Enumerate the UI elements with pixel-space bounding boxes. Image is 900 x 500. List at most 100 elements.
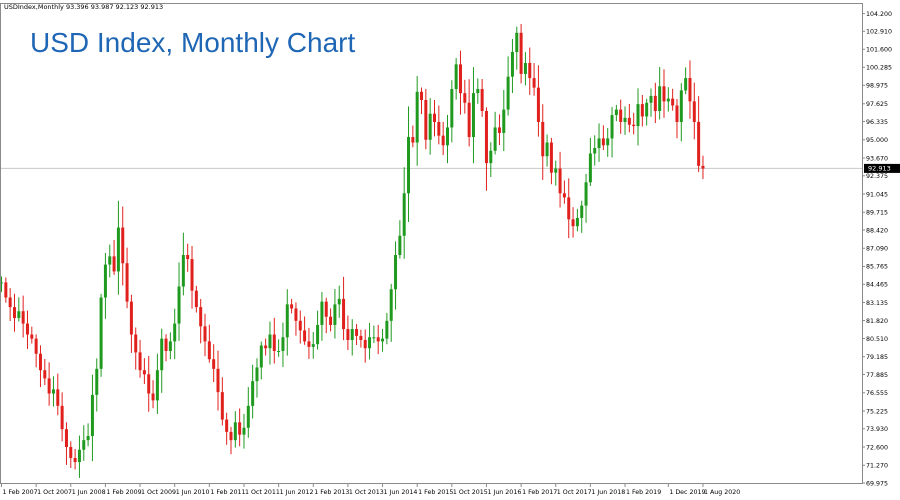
candle — [285, 289, 289, 356]
candle-body — [558, 168, 562, 194]
candle — [95, 358, 99, 412]
x-tick-label: 1 Feb 2011 — [210, 489, 245, 496]
candle — [675, 98, 679, 139]
candle-body — [73, 457, 77, 463]
candle-body — [134, 334, 138, 353]
candle-body — [324, 301, 328, 317]
candle — [324, 297, 328, 334]
candle — [363, 329, 367, 363]
candle — [350, 319, 354, 356]
candle-body — [233, 422, 237, 441]
candle-body — [121, 227, 125, 264]
candle — [502, 89, 506, 152]
x-tick-label: 1 Feb 2015 — [418, 489, 453, 496]
candle — [679, 83, 683, 142]
candle — [489, 142, 493, 177]
candle — [264, 338, 268, 356]
candle-body — [588, 153, 592, 183]
candle — [203, 313, 207, 357]
candle-body — [242, 427, 246, 435]
candle — [623, 106, 627, 135]
candle — [60, 392, 64, 442]
candle — [199, 298, 203, 344]
candle — [103, 252, 107, 319]
candle — [290, 298, 294, 314]
candle — [541, 104, 545, 180]
candle-body — [454, 64, 458, 90]
candle — [493, 111, 497, 155]
candle — [337, 285, 341, 318]
candle — [0, 276, 3, 293]
candle — [471, 67, 475, 164]
candle-body — [363, 340, 367, 349]
candle — [246, 387, 250, 438]
candle — [606, 127, 610, 157]
candle-body — [259, 345, 263, 368]
x-tick-label: 1 Jun 2018 — [591, 489, 625, 496]
candle-body — [463, 93, 467, 103]
candle — [8, 288, 12, 322]
candle-body — [281, 337, 285, 351]
candle-body — [502, 109, 506, 133]
candle — [151, 380, 155, 409]
x-tick-label: 1 Jun 2016 — [487, 489, 521, 496]
candle-body — [125, 263, 129, 302]
candle — [129, 294, 133, 353]
candle-body — [484, 110, 488, 164]
candle — [597, 123, 601, 162]
candle-body — [60, 405, 64, 430]
candle — [34, 334, 38, 368]
candle — [116, 200, 120, 295]
x-tick-label: 1 Oct 2017 — [557, 489, 592, 496]
candle-body — [623, 117, 627, 122]
candle-body — [342, 298, 346, 330]
candle-body — [268, 334, 272, 349]
candle — [688, 60, 692, 119]
candle — [220, 377, 224, 426]
candle-body — [437, 121, 441, 136]
candle-body — [203, 326, 207, 342]
candle — [580, 200, 584, 233]
candle — [463, 79, 467, 114]
candle — [307, 327, 311, 359]
candle-body — [164, 338, 168, 351]
candle-body — [532, 78, 536, 88]
candle-body — [424, 100, 428, 140]
candle — [536, 65, 540, 137]
candle — [233, 411, 237, 448]
candle-body — [636, 104, 640, 127]
y-tick-label: 79.185 — [866, 354, 888, 361]
candle — [272, 317, 276, 364]
candle-body — [264, 345, 268, 349]
candle — [523, 52, 527, 86]
candle — [545, 134, 549, 167]
y-tick-label: 76.555 — [866, 390, 888, 397]
candle-body — [458, 64, 462, 94]
x-tick-label: 1 Feb 2009 — [106, 489, 141, 496]
candle — [506, 56, 510, 116]
candle-body — [584, 182, 588, 206]
candle-body — [692, 101, 696, 122]
y-tick-label: 91.045 — [866, 191, 888, 198]
candle — [497, 114, 501, 145]
candle — [398, 220, 402, 259]
candle — [108, 244, 112, 278]
candle — [640, 94, 644, 127]
candle — [186, 243, 190, 272]
candle-body — [173, 323, 177, 342]
candle — [627, 103, 631, 133]
candle-body — [506, 76, 510, 110]
candle-body — [294, 308, 298, 321]
candle-body — [190, 259, 194, 291]
candle — [277, 339, 281, 357]
y-tick-label: 98.975 — [866, 83, 888, 90]
candle-body — [614, 109, 618, 116]
candle — [320, 291, 324, 341]
candle — [229, 426, 233, 455]
candle — [614, 104, 618, 122]
candle-body — [536, 87, 540, 122]
candle — [43, 358, 47, 386]
candle — [125, 247, 129, 309]
current-price-badge-label: 92.913 — [868, 165, 891, 173]
candle — [99, 293, 103, 377]
